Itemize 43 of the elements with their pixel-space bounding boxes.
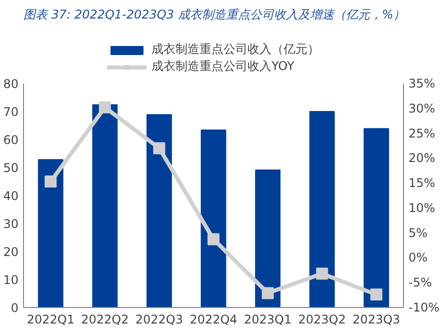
point	[208, 233, 220, 246]
y-tick-label: 0	[10, 301, 19, 315]
y2-tick-label: 30%	[408, 101, 436, 116]
y2-tick-label: 25%	[408, 126, 436, 140]
x-tick-label: 2022Q4	[190, 312, 238, 326]
point	[316, 268, 328, 280]
x-tick-label: 2022Q3	[135, 312, 184, 326]
bar	[309, 111, 335, 308]
x-tick-label: 2023Q3	[352, 312, 400, 326]
point	[98, 101, 111, 114]
y-tick-label: 50	[3, 161, 19, 175]
bar	[38, 159, 64, 308]
bar	[92, 104, 118, 308]
y-tick-label: 60	[3, 133, 19, 147]
y-tick-label: 30	[3, 217, 19, 231]
bar	[200, 129, 226, 308]
legend-label: 成衣制造重点公司收入YOY	[152, 58, 294, 75]
x-tick-label: 2022Q2	[81, 312, 129, 326]
y-tick-label: 70	[3, 105, 19, 119]
y2-tick-label: 0%	[408, 250, 428, 265]
chart-title: 图表 37: 2022Q1-2023Q3 成衣制造重点公司收入及增速（亿元，%）	[24, 8, 406, 22]
y-tick-label: 40	[3, 189, 19, 203]
y2-tick-label: 10%	[408, 200, 436, 215]
y2-tick-label: 5%	[408, 226, 428, 240]
x-tick-label: 2023Q2	[298, 312, 346, 326]
point	[370, 288, 382, 301]
x-tick-label: 2023Q1	[244, 312, 292, 326]
bar	[255, 170, 280, 308]
bar	[146, 114, 172, 308]
point	[44, 176, 57, 188]
y2-tick-label: 15%	[408, 176, 436, 190]
y2-tick-label: -10%	[408, 300, 440, 314]
point	[262, 287, 274, 300]
y2-tick-label: 20%	[408, 151, 436, 166]
y2-tick-label: -5%	[408, 276, 432, 290]
point	[153, 142, 166, 154]
y-tick-label: 20	[3, 245, 19, 259]
y2-tick-label: 35%	[408, 76, 436, 90]
legend-label: 成衣制造重点公司收入（亿元）	[152, 41, 320, 58]
y-tick-label: 10	[3, 273, 19, 287]
bar	[364, 128, 390, 308]
x-tick-label: 2022Q1	[26, 312, 74, 326]
y-tick-label: 80	[3, 77, 19, 91]
